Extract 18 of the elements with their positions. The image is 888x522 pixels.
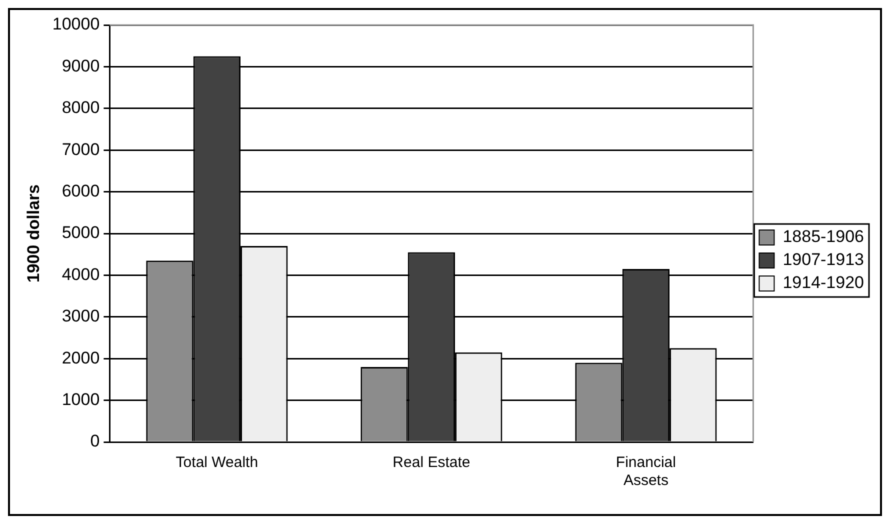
y-tick-label: 8000 (62, 98, 100, 118)
y-tick-label: 6000 (62, 181, 100, 200)
legend-label: 1914-1920 (782, 273, 864, 292)
y-tick-label: 2000 (62, 348, 100, 368)
y-tick-label: 4000 (62, 264, 100, 284)
y-tick-label: 1000 (62, 390, 100, 409)
y-tick-label: 9000 (62, 56, 100, 76)
y-tick-label: 3000 (62, 306, 100, 326)
y-tick-label: 5000 (62, 223, 100, 242)
y-tick-label: 0 (90, 432, 100, 451)
x-tick-label: Total Wealth (176, 454, 258, 472)
y-tick-label: 7000 (62, 140, 100, 159)
y-tick-label: 10000 (52, 14, 100, 34)
x-tick-label: Real Estate (392, 454, 470, 472)
x-tick-label: Financial Assets (616, 454, 676, 490)
legend-label: 1885-1906 (782, 227, 864, 246)
y-axis-title: 1900 dollars (24, 184, 43, 283)
legend-label: 1907-1913 (782, 250, 864, 270)
